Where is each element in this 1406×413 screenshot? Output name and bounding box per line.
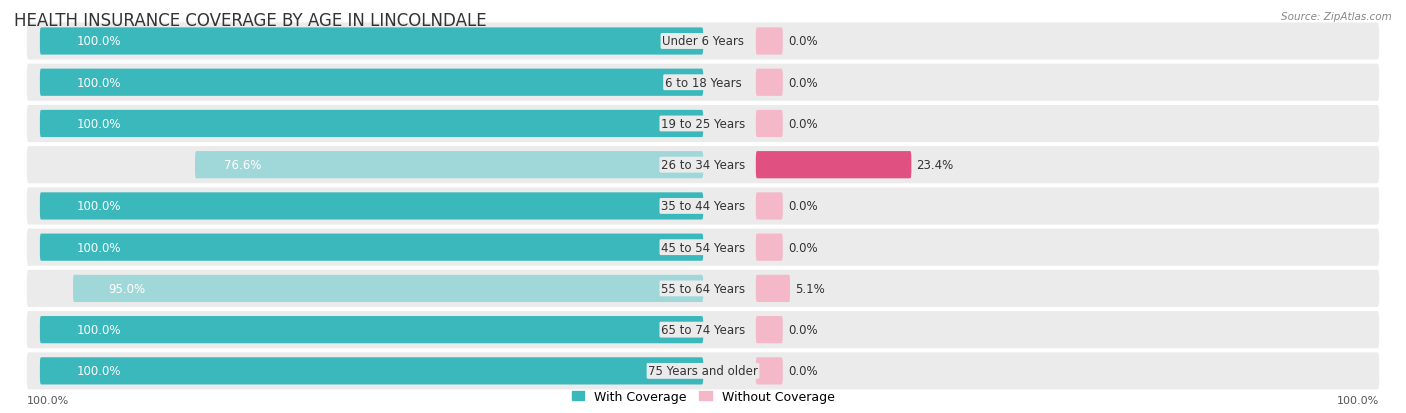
Text: 95.0%: 95.0% [108,282,145,295]
FancyBboxPatch shape [195,152,703,179]
Text: 0.0%: 0.0% [787,118,817,131]
Text: 65 to 74 Years: 65 to 74 Years [661,323,745,336]
FancyBboxPatch shape [756,28,783,55]
FancyBboxPatch shape [39,111,703,138]
Text: 26 to 34 Years: 26 to 34 Years [661,159,745,172]
Legend: With Coverage, Without Coverage: With Coverage, Without Coverage [567,385,839,408]
Text: 100.0%: 100.0% [76,118,121,131]
FancyBboxPatch shape [39,28,703,55]
Text: 75 Years and older: 75 Years and older [648,365,758,377]
Text: 0.0%: 0.0% [787,76,817,90]
Text: 5.1%: 5.1% [796,282,825,295]
Text: 35 to 44 Years: 35 to 44 Years [661,200,745,213]
Text: 45 to 54 Years: 45 to 54 Years [661,241,745,254]
Text: Under 6 Years: Under 6 Years [662,36,744,48]
FancyBboxPatch shape [756,111,783,138]
Text: 0.0%: 0.0% [787,241,817,254]
FancyBboxPatch shape [27,311,1379,348]
FancyBboxPatch shape [27,64,1379,102]
FancyBboxPatch shape [756,69,783,97]
Text: 55 to 64 Years: 55 to 64 Years [661,282,745,295]
Text: 100.0%: 100.0% [1337,395,1379,405]
Text: 100.0%: 100.0% [76,36,121,48]
FancyBboxPatch shape [27,24,1379,60]
Text: HEALTH INSURANCE COVERAGE BY AGE IN LINCOLNDALE: HEALTH INSURANCE COVERAGE BY AGE IN LINC… [14,12,486,30]
FancyBboxPatch shape [27,147,1379,184]
Text: Source: ZipAtlas.com: Source: ZipAtlas.com [1281,12,1392,22]
FancyBboxPatch shape [756,357,783,385]
FancyBboxPatch shape [756,152,911,179]
FancyBboxPatch shape [27,352,1379,389]
FancyBboxPatch shape [756,193,783,220]
FancyBboxPatch shape [27,229,1379,266]
Text: 76.6%: 76.6% [224,159,262,172]
FancyBboxPatch shape [756,275,790,302]
Text: 100.0%: 100.0% [76,76,121,90]
Text: 0.0%: 0.0% [787,200,817,213]
FancyBboxPatch shape [756,316,783,344]
Text: 100.0%: 100.0% [76,365,121,377]
FancyBboxPatch shape [39,357,703,385]
Text: 6 to 18 Years: 6 to 18 Years [665,76,741,90]
FancyBboxPatch shape [27,188,1379,225]
FancyBboxPatch shape [756,234,783,261]
FancyBboxPatch shape [73,275,703,302]
Text: 23.4%: 23.4% [917,159,953,172]
FancyBboxPatch shape [39,193,703,220]
Text: 0.0%: 0.0% [787,365,817,377]
Text: 100.0%: 100.0% [76,323,121,336]
FancyBboxPatch shape [39,69,703,97]
FancyBboxPatch shape [39,316,703,344]
Text: 100.0%: 100.0% [76,241,121,254]
Text: 19 to 25 Years: 19 to 25 Years [661,118,745,131]
Text: 100.0%: 100.0% [76,200,121,213]
FancyBboxPatch shape [27,270,1379,307]
FancyBboxPatch shape [27,106,1379,142]
Text: 0.0%: 0.0% [787,323,817,336]
FancyBboxPatch shape [39,234,703,261]
Text: 100.0%: 100.0% [27,395,69,405]
Text: 0.0%: 0.0% [787,36,817,48]
